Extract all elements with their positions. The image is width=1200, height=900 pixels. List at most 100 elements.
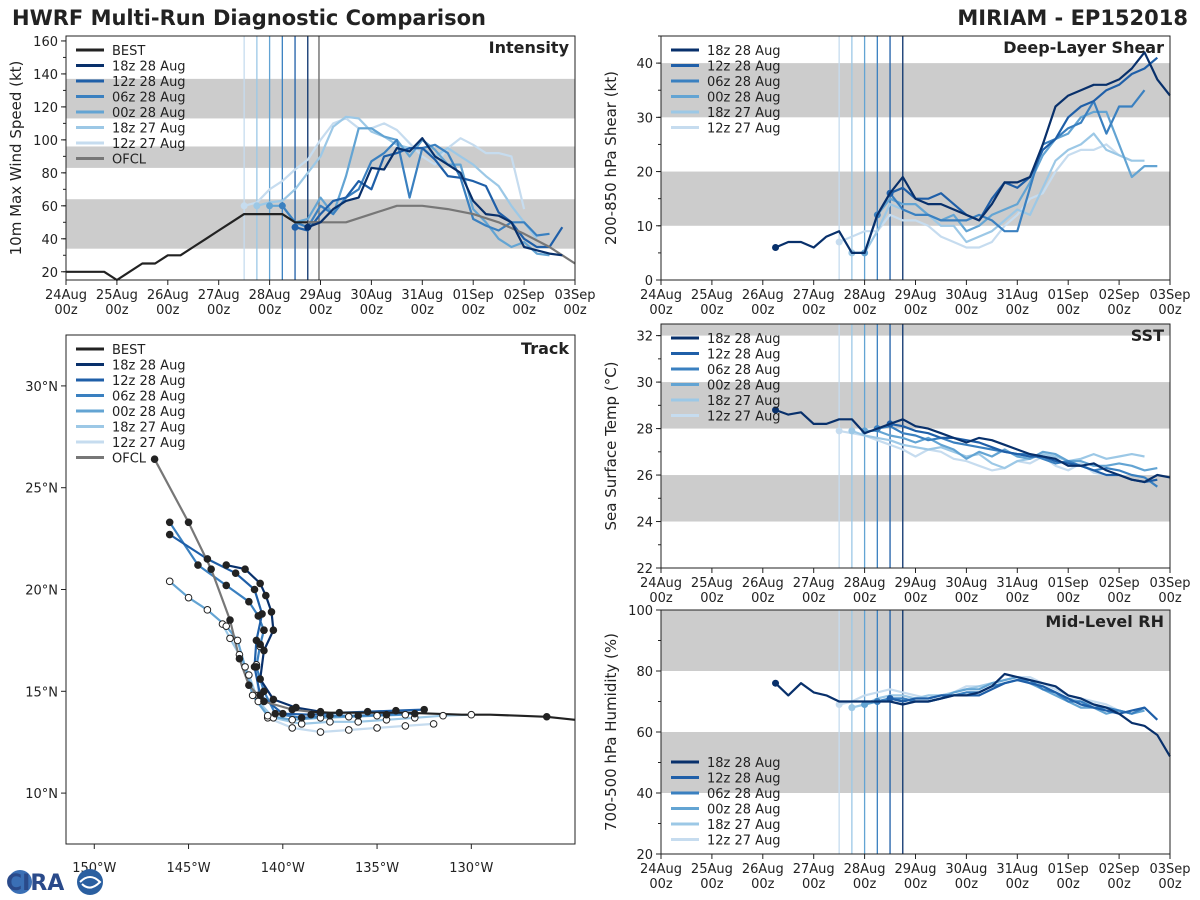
series-line-18z-28-aug xyxy=(307,137,563,257)
x-tick-sublabel-3: 00z xyxy=(207,303,231,318)
series-line-00z-28-aug xyxy=(863,110,1158,254)
track-point-12z-28-aug xyxy=(250,663,259,671)
panel-title: Track xyxy=(521,339,569,358)
y-axis-label: 10m Max Wind Speed (kt) xyxy=(7,61,25,256)
init-marker-12z-27-aug xyxy=(835,701,843,709)
track-point-12z-28-aug xyxy=(231,569,240,578)
track-point-18z-28-aug xyxy=(262,591,270,600)
panel-title: SST xyxy=(1131,326,1164,345)
track-point-06z-28-aug xyxy=(326,711,334,720)
x-tick-sublabel-2: 00z xyxy=(156,303,180,318)
x-tick-label-6: 30Aug xyxy=(945,576,987,591)
panel-title: Intensity xyxy=(489,38,570,57)
track-point-12z-28-aug xyxy=(165,530,174,539)
track-point-06z-28-aug xyxy=(194,561,202,569)
x-tick-sublabel-6: 00z xyxy=(955,591,979,606)
track-point-06z-28-aug xyxy=(354,711,363,720)
y-tick-label-100: 100 xyxy=(33,134,58,149)
x-tick-sublabel-8: 00z xyxy=(1057,877,1081,892)
init-marker-12z-27-aug xyxy=(835,238,843,246)
legend-label-06z-28-aug: 06z 28 Aug xyxy=(707,75,781,90)
x-tick-sublabel-5: 00z xyxy=(309,303,333,318)
x-tick-sublabel-6: 00z xyxy=(360,303,384,318)
y-tick-label-140: 140 xyxy=(33,68,58,83)
x-tick-label-6: 30Aug xyxy=(945,862,987,877)
series-line-best xyxy=(66,213,321,282)
x-tick-label-1: 25Aug xyxy=(96,288,138,303)
x-tick-label-6: 30Aug xyxy=(350,288,392,303)
x-tick-sublabel-5: 00z xyxy=(904,591,928,606)
init-marker-00z-28-aug xyxy=(861,701,869,709)
x-tick-sublabel-3: 00z xyxy=(802,591,826,606)
x-tick-label-3: 27Aug xyxy=(793,576,835,591)
y-tick-label-20: 20 xyxy=(41,266,58,281)
track-point-06z-28-aug xyxy=(260,626,268,635)
x-tick-label-5: 29Aug xyxy=(895,862,937,877)
storm-id-title: MIRIAM - EP152018 xyxy=(957,6,1188,30)
track-point-18z-28-aug xyxy=(269,695,278,704)
legend-label-18z-28-aug: 18z 28 Aug xyxy=(112,60,186,75)
series-line-12z-28-aug xyxy=(889,678,1159,721)
track-point-00z-28-aug xyxy=(401,710,410,719)
legend-label-00z-28-aug: 00z 28 Aug xyxy=(112,405,186,420)
x-tick-label-4: 130°W xyxy=(449,861,493,876)
x-tick-label-2: 26Aug xyxy=(742,862,784,877)
cira-logo: CIRA xyxy=(6,869,103,896)
x-tick-label-2: 26Aug xyxy=(742,576,784,591)
track-point-12z-27-aug xyxy=(429,720,438,728)
x-tick-sublabel-5: 00z xyxy=(904,877,928,892)
logo-text: CIRA xyxy=(6,871,64,896)
x-tick-sublabel-10: 00z xyxy=(1158,303,1182,318)
legend-label-18z-27-aug: 18z 27 Aug xyxy=(112,122,186,137)
y-tick-label-4: 30°N xyxy=(25,380,58,395)
x-tick-sublabel-4: 00z xyxy=(853,591,877,606)
series-line-18z-28-aug xyxy=(775,51,1171,254)
panel-title: Deep-Layer Shear xyxy=(1003,38,1164,57)
track-point-12z-28-aug xyxy=(256,691,264,700)
track-point-00z-28-aug xyxy=(248,691,257,700)
legend-label-06z-28-aug: 06z 28 Aug xyxy=(112,91,186,106)
x-tick-label-9: 02Sep xyxy=(1099,862,1140,877)
track-point-00z-28-aug xyxy=(203,606,212,614)
legend-label-06z-28-aug: 06z 28 Aug xyxy=(707,787,781,802)
track-point-18z-28-aug xyxy=(269,626,278,635)
x-tick-label-10: 03Sep xyxy=(1149,862,1190,877)
x-tick-label-0: 24Aug xyxy=(640,862,682,877)
legend-label-18z-28-aug: 18z 28 Aug xyxy=(112,359,186,374)
track-point-ofcl xyxy=(150,455,159,463)
y-tick-label-60: 60 xyxy=(41,200,58,215)
shaded-band-0 xyxy=(661,475,1170,522)
y-tick-label-10: 10 xyxy=(636,220,653,235)
x-tick-label-1: 145°W xyxy=(166,861,210,876)
legend-label-12z-28-aug: 12z 28 Aug xyxy=(707,60,781,75)
x-tick-sublabel-7: 00z xyxy=(1006,591,1030,606)
x-tick-label-10: 03Sep xyxy=(1149,576,1190,591)
rh-panel: 24Aug00z25Aug00z26Aug00z27Aug00z28Aug00z… xyxy=(602,604,1191,892)
x-tick-sublabel-8: 00z xyxy=(1057,303,1081,318)
x-tick-label-7: 31Aug xyxy=(996,288,1038,303)
series-line-00z-28-aug xyxy=(269,127,550,257)
x-tick-label-4: 28Aug xyxy=(844,576,886,591)
track-panel: 150°W 145°W 140°W 135°W 130°W10°N15°N20°N25°… xyxy=(25,334,576,876)
track-point-00z-28-aug xyxy=(263,711,272,720)
y-tick-label-120: 120 xyxy=(33,101,58,116)
track-point-12z-27-aug xyxy=(316,728,325,736)
shaded-band-1 xyxy=(661,610,1170,671)
x-tick-sublabel-9: 00z xyxy=(512,303,536,318)
track-point-12z-28-aug xyxy=(307,710,315,719)
init-marker-00z-28-aug xyxy=(266,202,274,210)
track-point-06z-28-aug xyxy=(410,709,419,718)
legend-label-12z-28-aug: 12z 28 Aug xyxy=(707,772,781,787)
track-point-best xyxy=(542,712,551,721)
track-point-06z-28-aug xyxy=(382,710,391,719)
track-point-12z-28-aug xyxy=(363,707,372,716)
track-point-18z-28-aug xyxy=(256,579,264,588)
track-point-ofcl xyxy=(245,681,253,689)
y-tick-label-1: 15°N xyxy=(25,685,58,700)
x-tick-sublabel-8: 00z xyxy=(1057,591,1081,606)
x-tick-sublabel-0: 00z xyxy=(54,303,78,318)
x-tick-label-10: 03Sep xyxy=(1149,288,1190,303)
y-tick-label-40: 40 xyxy=(636,787,653,802)
legend-label-18z-27-aug: 18z 27 Aug xyxy=(707,106,781,121)
